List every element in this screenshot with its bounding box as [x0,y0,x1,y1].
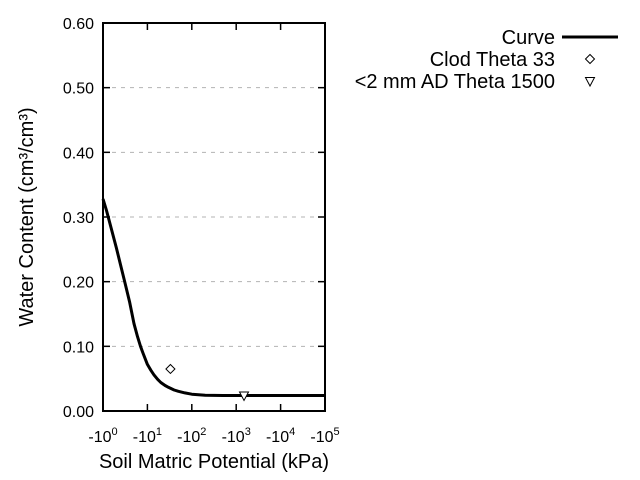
x-tick-label-3: -103 [222,426,251,446]
y-tick-label-0.40: 0.40 [63,145,94,162]
x-tick-exp-5: 5 [334,426,340,438]
retention-curve-line [101,198,325,397]
x-tick-label-5: -105 [310,426,339,446]
y-tick-label-0.60: 0.60 [63,16,94,33]
legend-marker-1 [584,53,596,65]
y-tick-label-0.10: 0.10 [63,339,94,356]
x-tick-exp-2: 2 [200,426,206,438]
y-tick-label-0.30: 0.30 [63,210,94,227]
x-tick-label-2: -102 [177,426,206,446]
x-tick-exp-4: 4 [289,426,295,438]
legend-label-1: Clod Theta 33 [430,49,555,71]
x-tick-base-3: -10 [222,429,245,446]
ad-theta1500-marker [238,391,250,402]
plot-border [102,22,326,412]
y-tick-label-0.20: 0.20 [63,275,94,292]
clod-theta33-marker [165,363,176,375]
series-layer [101,198,325,402]
x-tick-base-5: -10 [310,429,333,446]
x-tick-exp-0: 0 [112,426,118,438]
grid-layer [103,87,325,347]
x-tick-label-4: -104 [266,426,295,446]
x-tick-base-0: -10 [88,429,111,446]
x-tick-label-0: -100 [88,426,117,446]
legend-marker-2 [584,77,596,88]
x-axis-title: Soil Matric Potential (kPa) [99,451,329,473]
x-tick-base-1: -10 [133,429,156,446]
y-tick-label-0.50: 0.50 [63,81,94,98]
x-tick-exp-3: 3 [245,426,251,438]
legend-label-0: Curve [502,27,555,49]
x-tick-base-2: -10 [177,429,200,446]
x-tick-label-1: -101 [133,426,162,446]
legend-label-2: <2 mm AD Theta 1500 [355,71,555,93]
x-tick-exp-1: 1 [156,426,162,438]
y-axis-title: Water Content (cm³/cm³) [16,107,38,326]
y-tick-label-0.00: 0.00 [63,404,94,421]
x-tick-base-4: -10 [266,429,289,446]
tick-label-layer: 0.000.100.200.300.400.500.60-100 -101 -102… [63,16,340,446]
plot-frame-layer [102,22,326,412]
